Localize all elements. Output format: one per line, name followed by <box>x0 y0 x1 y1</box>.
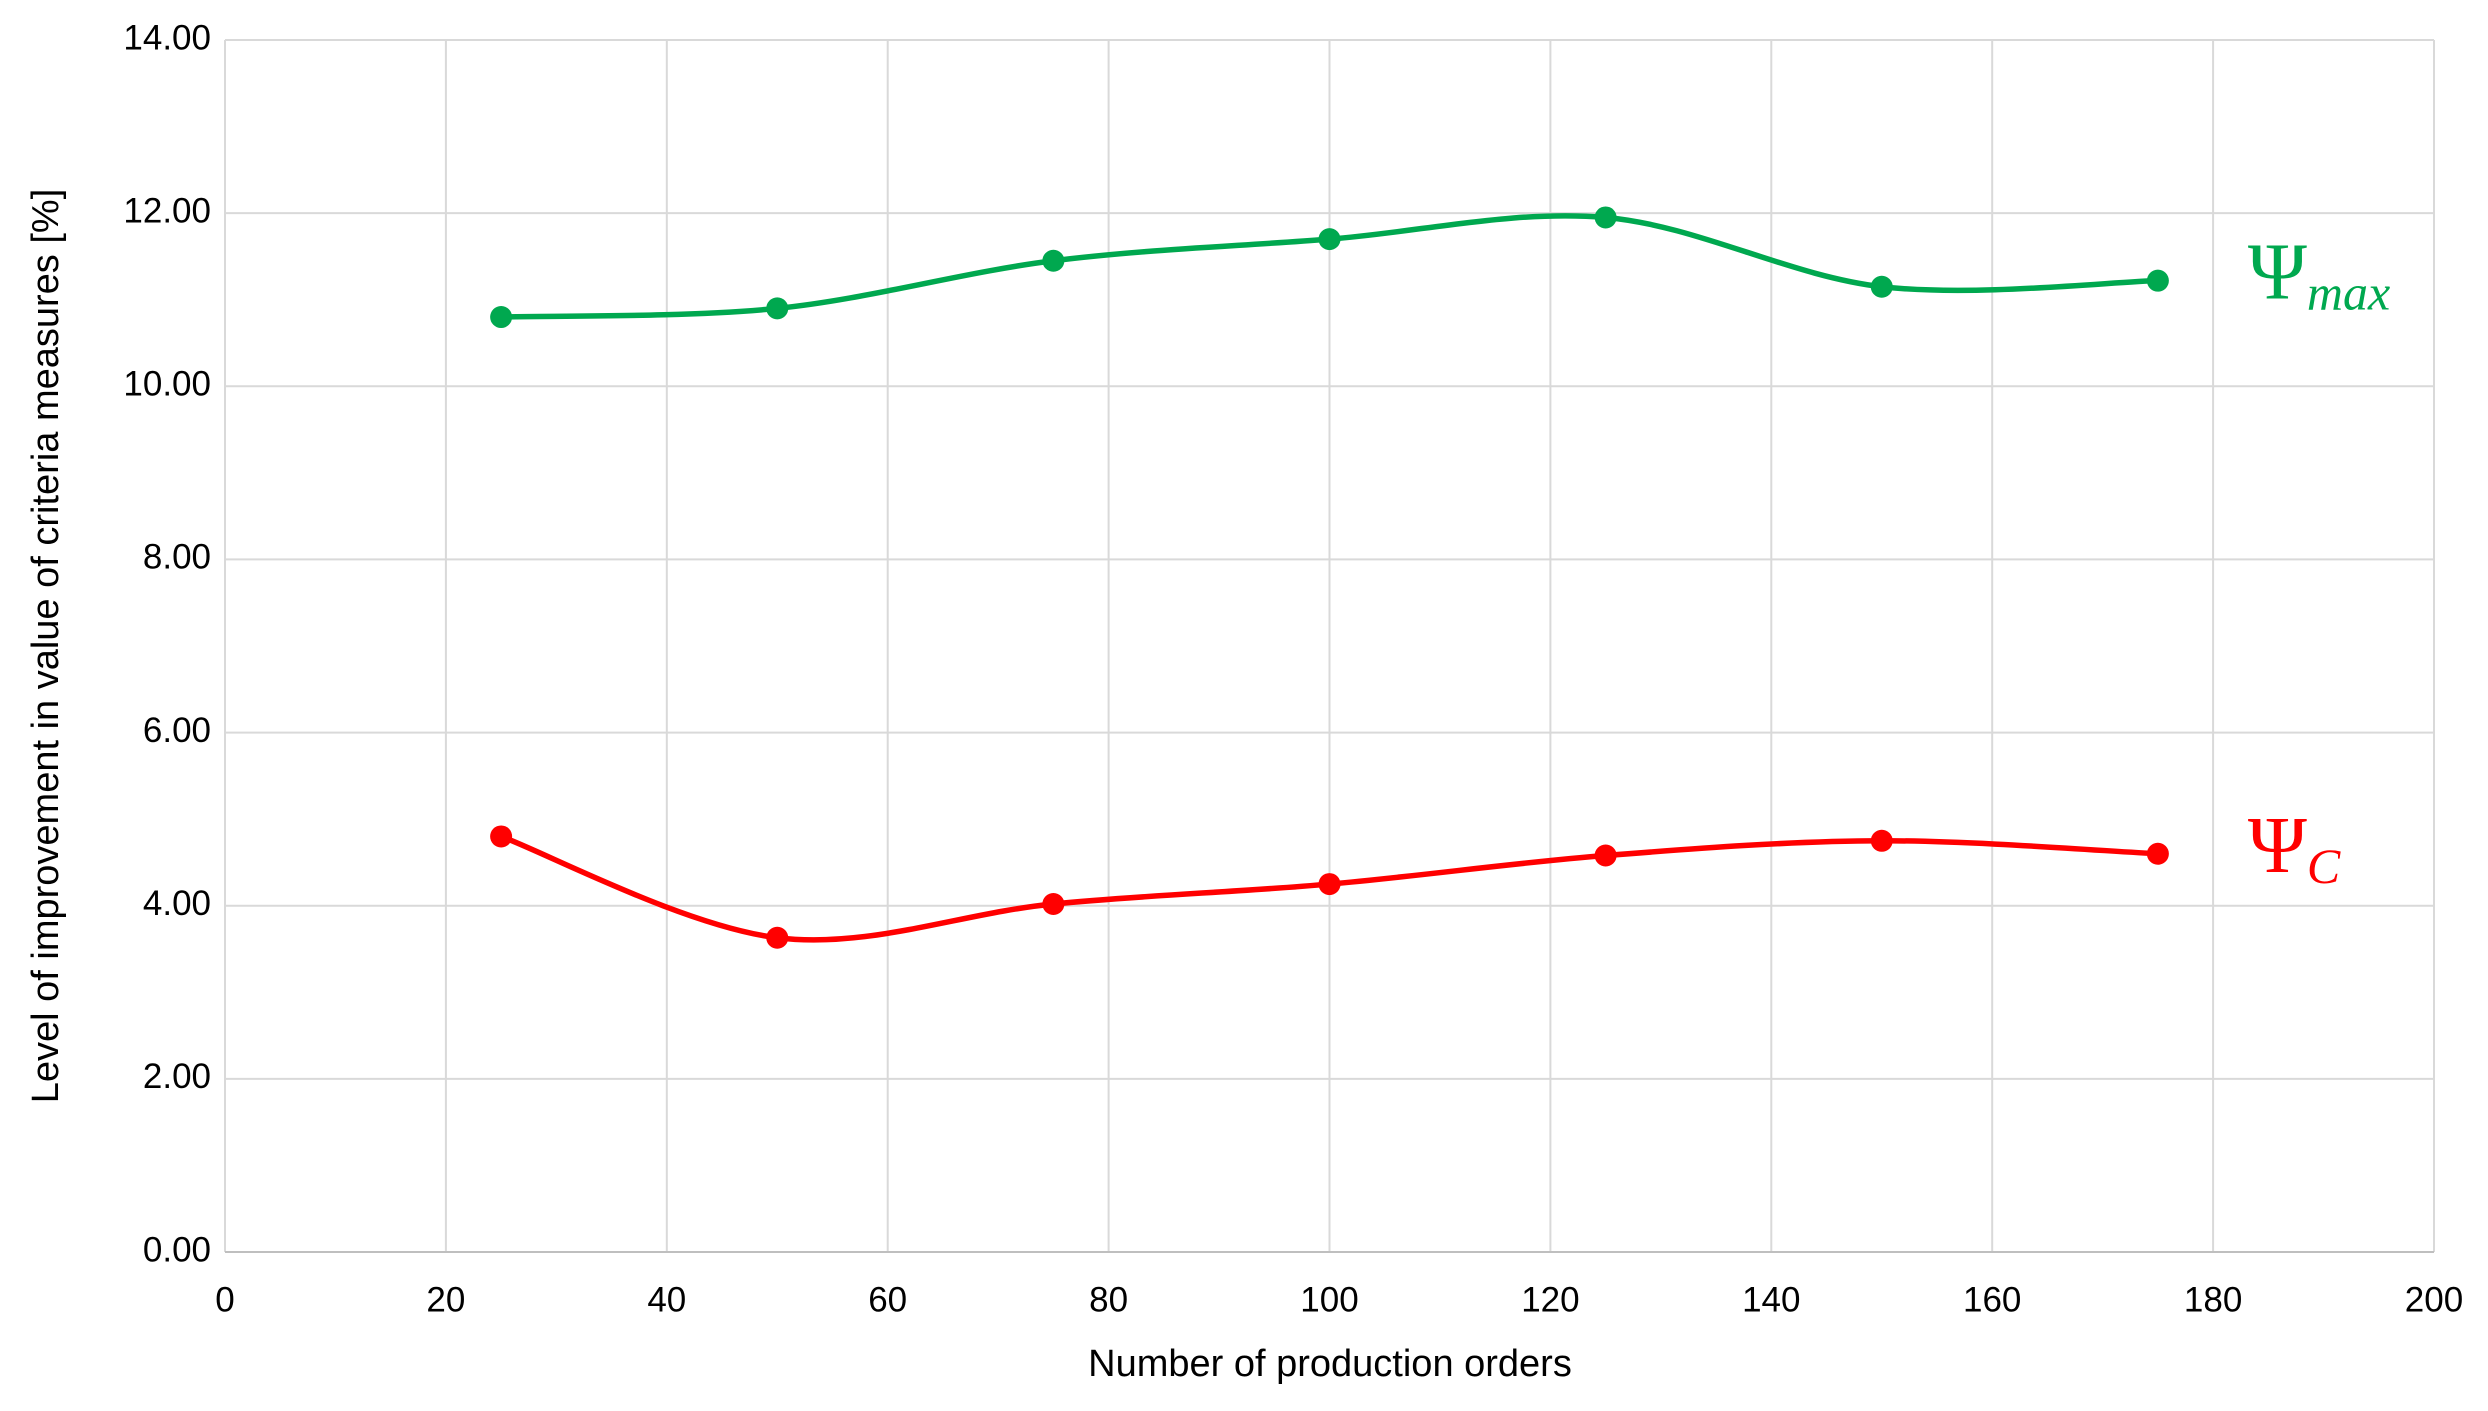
data-point <box>1318 873 1341 896</box>
series-label-symbol: Ψ <box>2248 229 2307 317</box>
series-label: Ψmax <box>2248 229 2390 321</box>
series-label: ΨC <box>2248 802 2341 894</box>
y-tick-label: 0.00 <box>143 1230 211 1269</box>
x-tick-label: 180 <box>2184 1280 2242 1319</box>
y-tick-label: 2.00 <box>143 1057 211 1096</box>
data-point <box>766 926 789 949</box>
x-tick-label: 160 <box>1963 1280 2021 1319</box>
data-point <box>490 825 513 848</box>
y-axis-title: Level of improvement in value of criteri… <box>25 189 67 1104</box>
series-label-subscript: max <box>2307 265 2390 321</box>
x-tick-label: 100 <box>1300 1280 1358 1319</box>
data-point <box>1870 275 1893 298</box>
series-label-subscript: C <box>2307 838 2341 894</box>
data-point <box>1042 892 1065 915</box>
data-point <box>1042 249 1065 272</box>
x-tick-label: 0 <box>215 1280 234 1319</box>
y-tick-label: 8.00 <box>143 538 211 577</box>
data-point <box>766 297 789 320</box>
y-tick-label: 12.00 <box>123 191 211 230</box>
data-point <box>2146 269 2169 292</box>
data-point <box>1870 829 1893 852</box>
x-axis-title: Number of production orders <box>1088 1343 1572 1385</box>
data-point <box>2146 842 2169 865</box>
x-tick-label: 60 <box>868 1280 907 1319</box>
data-point <box>1318 228 1341 251</box>
data-point <box>1594 206 1617 229</box>
data-point <box>490 306 513 329</box>
x-tick-label: 40 <box>647 1280 686 1319</box>
x-tick-label: 80 <box>1089 1280 1128 1319</box>
x-tick-label: 120 <box>1521 1280 1579 1319</box>
x-tick-label: 20 <box>426 1280 465 1319</box>
y-tick-label: 10.00 <box>123 365 211 404</box>
y-tick-label: 14.00 <box>123 18 211 57</box>
x-tick-label: 140 <box>1742 1280 1800 1319</box>
y-tick-label: 4.00 <box>143 884 211 923</box>
data-point <box>1594 844 1617 867</box>
series-label-symbol: Ψ <box>2248 802 2307 890</box>
x-tick-label: 200 <box>2405 1280 2463 1319</box>
y-tick-label: 6.00 <box>143 711 211 750</box>
